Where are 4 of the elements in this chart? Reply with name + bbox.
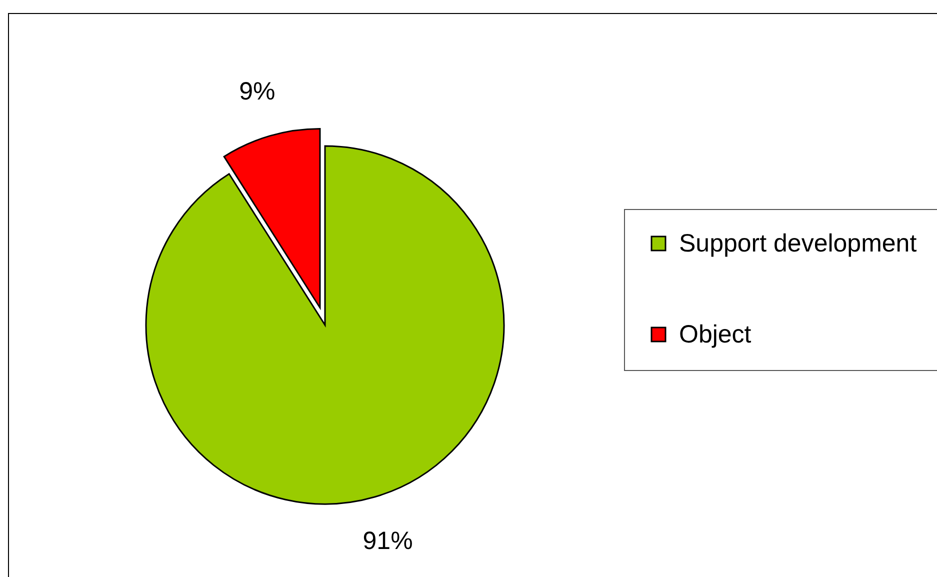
data-label: 91% — [362, 527, 413, 556]
legend-label: Support development — [679, 230, 917, 258]
legend-label: Object — [679, 320, 752, 348]
data-label: 9% — [239, 78, 276, 106]
